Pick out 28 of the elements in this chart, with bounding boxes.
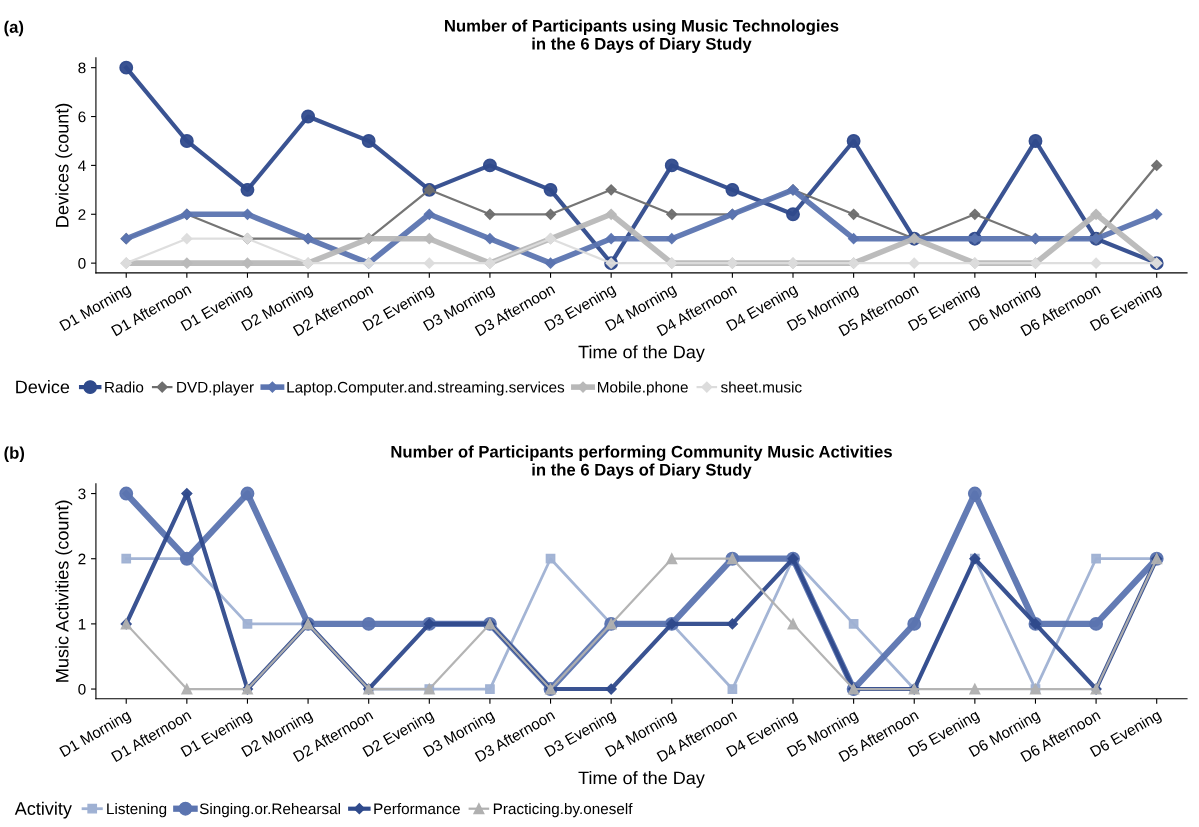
y-axis-title: Music Activities (count) [55,500,73,682]
y-tick-label: 8 [78,62,86,74]
y-tick-label: 2 [78,553,86,565]
legend-label: Listening [107,802,167,818]
y-tick-label: 4 [78,160,86,171]
legend-label: Laptop.Computer.and.streaming.services [287,381,565,396]
chart-title: Number of Participants performing Community Music Activities in the 6 Days of Diary Study [391,445,892,479]
x-axis-title: Time of the Day [578,345,705,362]
legend-label: Practicing.by.oneself [493,802,633,818]
y-tick-label: 0 [78,258,86,269]
legend-title: Device [16,380,70,394]
legend-title: Activity [14,801,72,819]
legend-label: Mobile.phone [598,381,688,396]
text: (b) [4,446,25,463]
x-axis-title: Time of the Day [578,771,705,788]
legend-label: sheet.music [721,381,802,393]
legend-label: Singing.or.Rehearsal [199,802,340,818]
legend-label: Radio [105,381,144,393]
legend-label: Performance [374,803,460,815]
legend-label: DVD.player [177,381,254,396]
y-tick-label: 6 [78,111,86,123]
y-tick-label: 2 [78,209,86,220]
y-tick-label: 0 [78,683,86,695]
y-tick-label: 1 [78,618,86,630]
chart-title: Number of Participants using Music Technologies in the 6 Days of Diary Study [445,19,839,54]
y-axis-title: Devices (count) [55,103,73,227]
text: (a) [4,20,24,37]
y-tick-label: 3 [78,488,86,500]
